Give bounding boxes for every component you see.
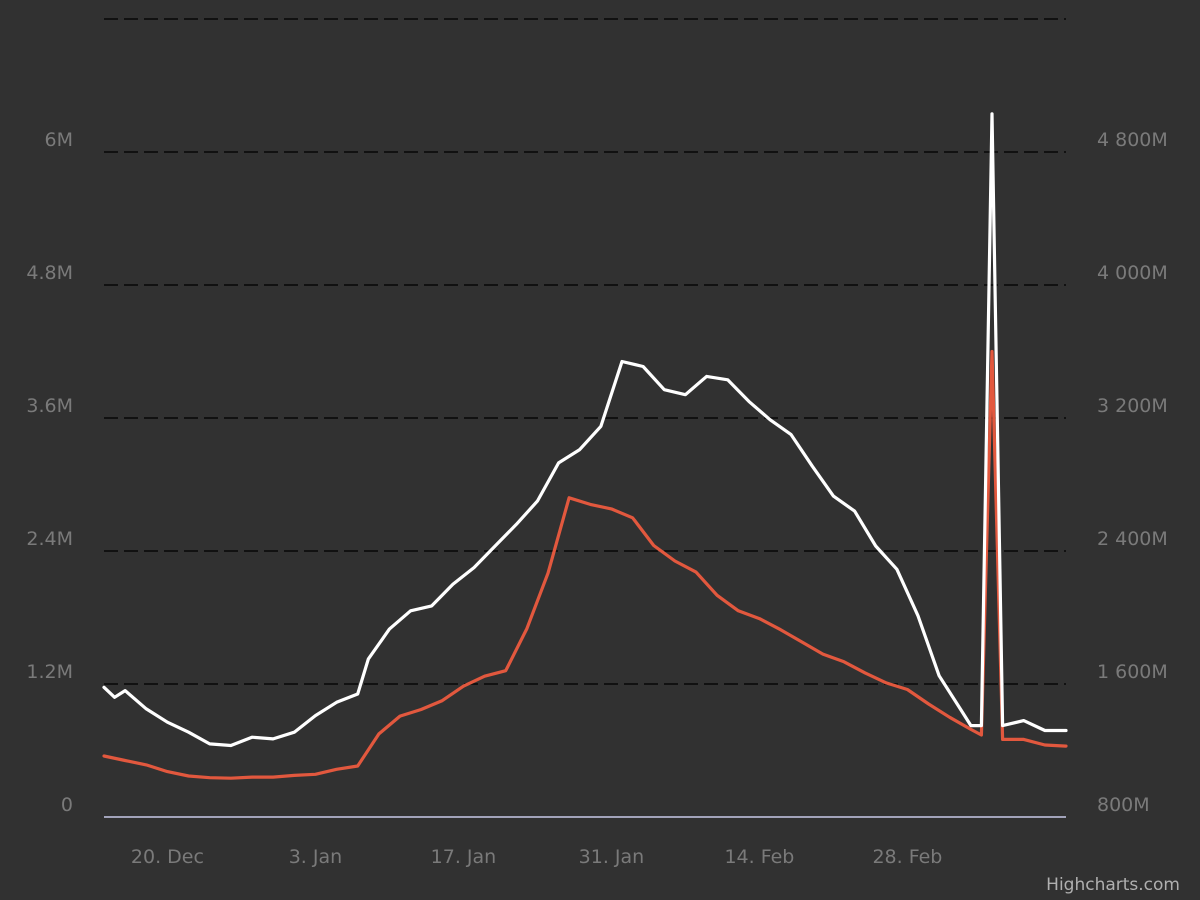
x-tick-label: 17. Jan [431, 846, 497, 868]
right-y-tick-label: 4 000M [1097, 262, 1168, 284]
right-y-tick-label: 2 400M [1097, 528, 1168, 550]
x-tick-label: 28. Feb [872, 846, 942, 868]
x-tick-label: 20. Dec [131, 846, 204, 868]
right-y-axis-labels: 800M 1 600M 2 400M 3 200M 4 000M 4 800M [1097, 129, 1168, 816]
left-y-axis-labels: 0 1.2M 2.4M 3.6M 4.8M 6M [26, 129, 73, 816]
x-tick-label: 31. Jan [579, 846, 645, 868]
series-lines [102, 112, 1068, 780]
x-axis-labels: 20. Dec 3. Jan 17. Jan 31. Jan 14. Feb 28. Fe… [131, 846, 942, 868]
right-y-tick-label: 1 600M [1097, 661, 1168, 683]
x-tick-label: 14. Feb [724, 846, 794, 868]
left-y-tick-label: 3.6M [26, 395, 73, 417]
left-y-tick-label: 2.4M [26, 528, 73, 550]
left-y-tick-label: 6M [45, 129, 73, 151]
left-y-tick-label: 0 [61, 794, 73, 816]
series-line-right-axis[interactable] [102, 112, 1068, 748]
right-y-tick-label: 800M [1097, 794, 1150, 816]
left-y-tick-label: 4.8M [26, 262, 73, 284]
x-tick-label: 3. Jan [289, 846, 342, 868]
right-y-tick-label: 4 800M [1097, 129, 1168, 151]
left-y-tick-label: 1.2M [26, 661, 73, 683]
right-y-tick-label: 3 200M [1097, 395, 1168, 417]
series-line-left-axis[interactable] [102, 349, 1068, 780]
credits-link[interactable]: Highcharts.com [1046, 875, 1180, 895]
gridlines [104, 18, 1066, 685]
